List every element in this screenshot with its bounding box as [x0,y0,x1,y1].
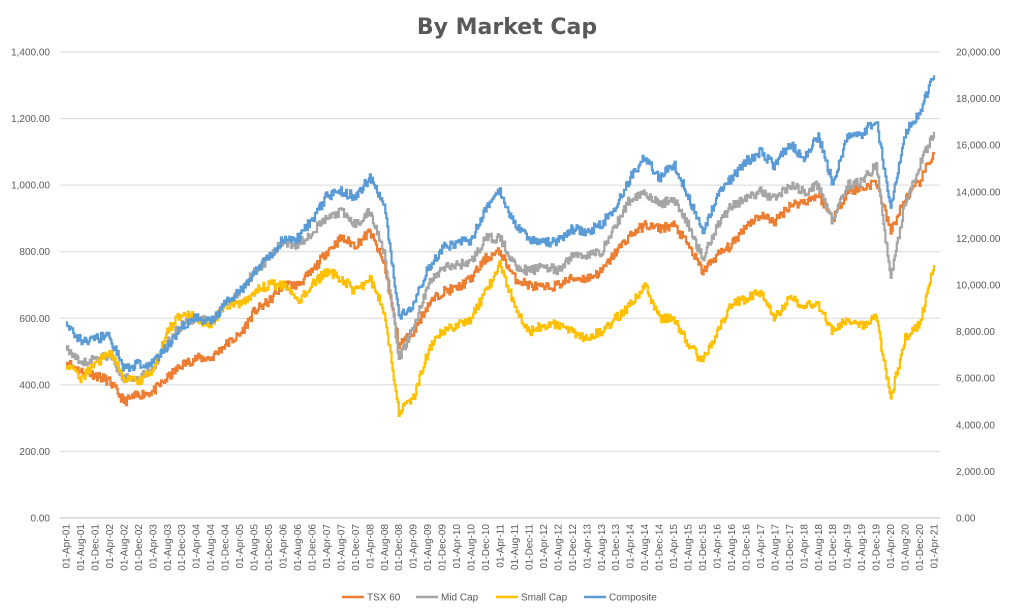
x-axis: 01-Apr-01 01-Aug-01 01-Dec-01 01-Apr-02 01-A… [62,524,941,571]
x-tick-label: 01-Apr-16 [713,524,724,569]
x-tick-label: 01-Apr-21 [930,524,941,569]
y-tick-label-right: 4,000.00 [956,420,995,431]
x-tick-label: 01-Dec-14 [655,524,666,571]
x-tick-label: 01-Apr-03 [148,524,159,569]
x-tick-label: 01-Apr-13 [582,524,593,569]
x-tick-label: 01-Apr-18 [799,524,810,569]
x-tick-label: 01-Aug-19 [857,524,868,571]
y-tick-label-right: 2,000.00 [956,467,995,478]
x-tick-label: 01-Aug-03 [163,524,174,571]
x-tick-label: 01-Dec-15 [698,524,709,571]
y-tick-label-right: 16,000.00 [956,141,1001,152]
x-tick-label: 01-Apr-20 [886,524,897,569]
x-tick-label: 01-Aug-17 [770,524,781,571]
x-tick-label: 01-Aug-06 [293,524,304,571]
x-tick-label: 01-Aug-10 [467,524,478,571]
x-tick-label: 01-Dec-20 [915,524,926,571]
y-tick-label-left: 0.00 [31,514,51,525]
chart-title: By Market Cap [417,15,597,40]
x-tick-label: 01-Dec-05 [264,524,275,571]
legend-label: Small Cap [521,593,568,604]
x-tick-label: 01-Apr-09 [409,524,420,569]
x-tick-label: 01-Dec-03 [177,524,188,571]
x-tick-label: 01-Apr-04 [192,524,203,569]
x-tick-label: 01-Dec-02 [134,524,145,571]
y-tick-label-right: 20,000.00 [956,48,1001,59]
x-tick-label: 01-Apr-11 [496,524,507,568]
x-tick-label: 01-Dec-10 [481,524,492,571]
x-tick-label: 01-Dec-07 [351,524,362,571]
x-tick-label: 01-Apr-02 [105,524,116,569]
x-tick-label: 01-Apr-01 [62,524,73,569]
x-tick-label: 01-Apr-05 [235,524,246,569]
x-tick-label: 01-Dec-12 [568,524,579,571]
series-line [65,259,936,417]
x-tick-label: 01-Apr-17 [756,524,767,569]
x-tick-label: 01-Aug-09 [423,524,434,571]
x-tick-label: 01-Apr-06 [279,524,290,569]
x-tick-label: 01-Dec-17 [785,524,796,571]
y-axis-right: 0.00 2,000.00 4,000.00 6,000.00 8,000.00 10,0… [956,48,1001,525]
x-tick-label: 01-Aug-14 [640,524,651,571]
x-tick-label: 01-Aug-12 [553,524,564,571]
x-tick-label: 01-Aug-04 [206,524,217,571]
x-tick-label: 01-Apr-10 [452,524,463,569]
legend-label: Mid Cap [441,593,479,604]
x-tick-label: 01-Apr-14 [626,524,637,569]
x-tick-label: 01-Dec-09 [438,524,449,571]
x-tick-label: 01-Apr-15 [669,524,680,569]
x-tick-label: 01-Dec-08 [394,524,405,571]
y-tick-label-right: 10,000.00 [956,281,1001,292]
x-tick-label: 01-Dec-11 [524,524,535,570]
x-tick-label: 01-Apr-07 [322,524,333,569]
legend: TSX 60 Mid Cap Small Cap Composite [342,593,657,604]
series-lines [65,75,936,417]
x-tick-label: 01-Aug-18 [814,524,825,571]
x-tick-label: 01-Apr-19 [843,524,854,569]
x-tick-label: 01-Dec-13 [611,524,622,571]
legend-label: TSX 60 [367,593,401,604]
series-line [65,131,936,384]
y-tick-label-left: 800.00 [19,247,50,258]
x-tick-label: 01-Aug-07 [336,524,347,571]
y-tick-label-left: 200.00 [19,447,50,458]
x-tick-label: 01-Aug-05 [250,524,261,571]
y-tick-label-right: 0.00 [956,514,976,525]
x-tick-label: 01-Dec-04 [221,524,232,571]
x-tick-label: 01-Aug-20 [901,524,912,571]
y-tick-label-left: 600.00 [19,314,50,325]
y-tick-label-left: 400.00 [19,380,50,391]
x-tick-label: 01-Aug-11 [510,524,521,570]
y-tick-label-right: 6,000.00 [956,374,995,385]
y-tick-label-left: 1,000.00 [11,181,50,192]
x-tick-label: 01-Aug-16 [727,524,738,571]
y-axis-left: 0.00 200.00 400.00 600.00 800.00 1,000.00 1,20… [11,48,50,525]
x-tick-label: 01-Dec-06 [307,524,318,571]
x-tick-label: 01-Aug-01 [76,524,87,571]
legend-label: Composite [609,593,657,604]
y-tick-label-right: 12,000.00 [956,234,1001,245]
y-tick-label-right: 18,000.00 [956,94,1001,105]
y-tick-label-left: 1,200.00 [11,114,50,125]
x-tick-label: 01-Dec-01 [90,524,101,571]
x-tick-label: 01-Aug-13 [597,524,608,571]
x-tick-label: 01-Aug-15 [684,524,695,571]
y-tick-label-left: 1,400.00 [11,48,50,59]
x-tick-label: 01-Apr-08 [365,524,376,569]
x-tick-label: 01-Dec-18 [828,524,839,571]
series-line [65,75,936,372]
x-tick-label: 01-Apr-12 [539,524,550,569]
series-line [65,151,936,407]
x-tick-label: 01-Aug-08 [380,524,391,571]
x-tick-label: 01-Dec-19 [872,524,883,571]
y-tick-label-right: 14,000.00 [956,187,1001,198]
x-tick-label: 01-Aug-02 [119,524,130,571]
y-tick-label-right: 8,000.00 [956,327,995,338]
x-tick-label: 01-Dec-16 [741,524,752,571]
